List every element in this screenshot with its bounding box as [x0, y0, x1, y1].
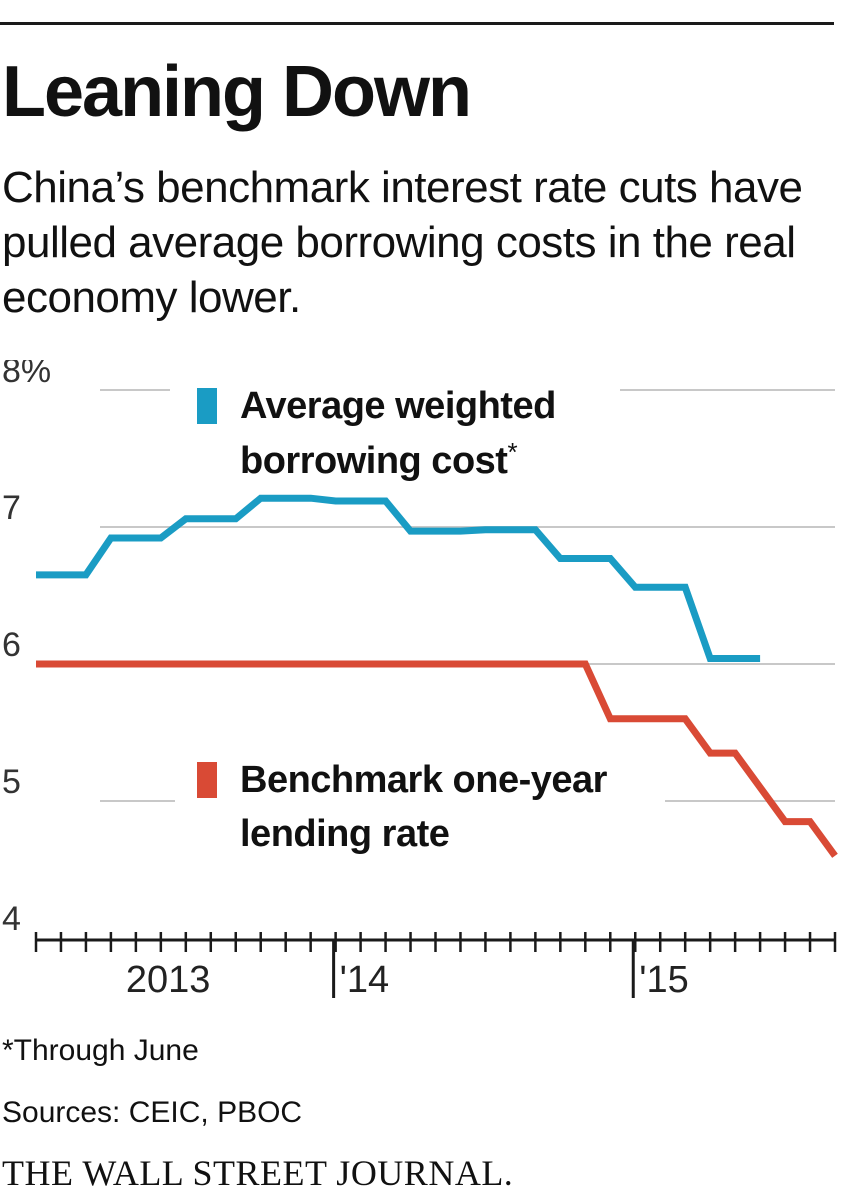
- y-tick-label: 8%: [2, 360, 51, 390]
- top-rule: [0, 22, 834, 25]
- x-tick-label: 2013: [126, 959, 211, 1001]
- x-tick-label: '15: [639, 959, 689, 1001]
- y-tick-label: 5: [2, 763, 21, 801]
- y-tick-label: 4: [2, 900, 21, 938]
- page-title: Leaning Down: [2, 52, 472, 132]
- series-label-footnote-mark: *: [507, 437, 517, 467]
- series-label: Average weighted: [240, 385, 556, 427]
- publisher-logo: THE WALL STREET JOURNAL.: [2, 1153, 514, 1193]
- lending-rate-swatch: [197, 762, 217, 798]
- y-tick-label: 7: [2, 489, 21, 527]
- sources-note: Sources: CEIC, PBOC: [2, 1096, 303, 1129]
- series-label: borrowing cost*: [240, 437, 517, 482]
- borrowing-cost-line: [36, 494, 761, 662]
- x-tick-label: '14: [340, 959, 390, 1001]
- chart-subtitle: China’s benchmark interest rate cuts hav…: [2, 163, 803, 322]
- series-label: Benchmark one-year: [240, 759, 608, 801]
- lending-rate-line: [36, 660, 838, 858]
- line-chart: 8% 7 6 5 4 2013 '14 '15 Average weighted borrowin…: [2, 360, 838, 1001]
- borrowing-cost-swatch: [197, 388, 217, 424]
- series-label: lending rate: [240, 813, 449, 855]
- footnote: *Through June: [2, 1034, 199, 1067]
- y-tick-label: 6: [2, 626, 21, 664]
